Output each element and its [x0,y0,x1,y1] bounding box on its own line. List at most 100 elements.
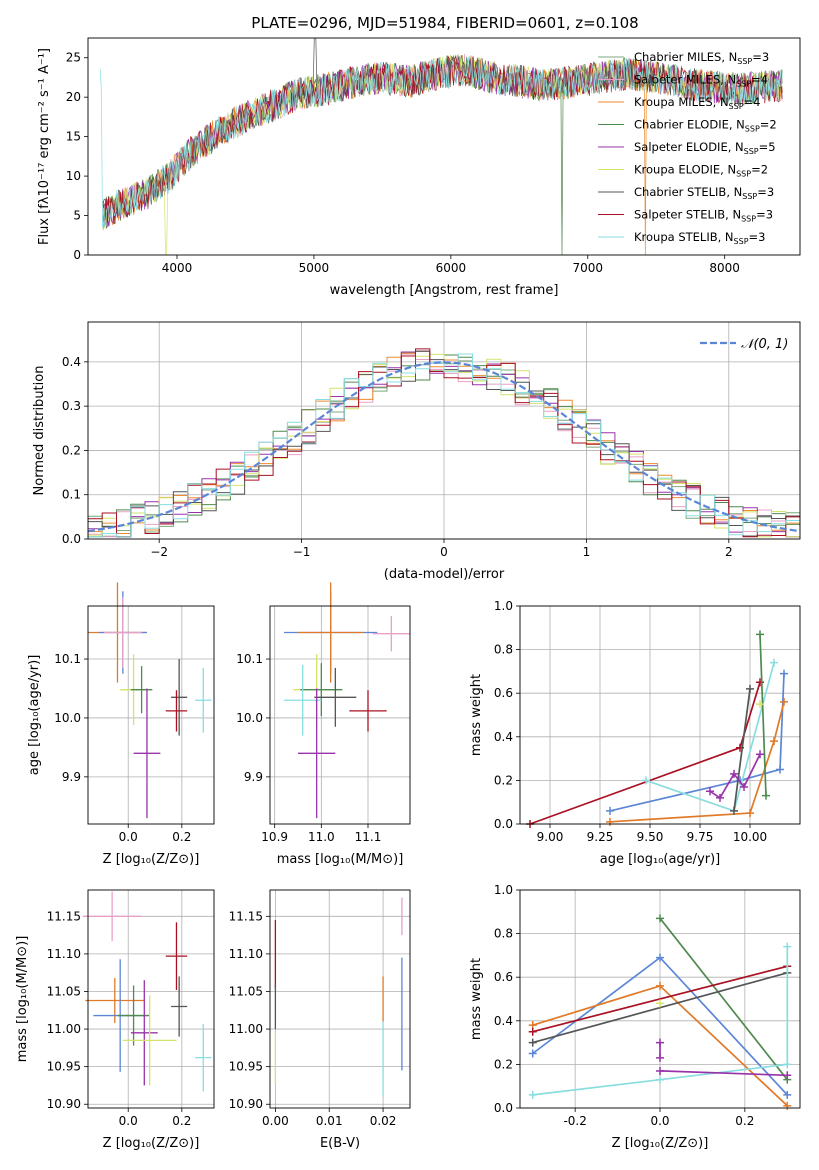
y-tick-label: 0.8 [494,927,513,941]
data-point [104,597,142,668]
panel-mass_vs_EBV: 0.00 0.01 0.02 10.90 10.95 11.00 11.05 11.10 11.… [229,889,411,1151]
y-tick-label: 10.1 [236,652,263,666]
plus-marker [776,765,784,774]
data-point [130,980,158,1086]
plus-marker [656,1053,664,1062]
plus-marker [528,1027,537,1036]
plus-marker [656,999,664,1008]
data-point [165,690,188,732]
plus-marker [656,914,664,923]
data-point [349,690,387,732]
legend-entry: Chabrier STELIB, NSSP=3 [634,185,774,201]
plus-marker [656,1038,664,1047]
x-axis-label: E(B-V) [320,1136,360,1151]
x-axis-label: age [log₁₀(age/yr)] [600,852,721,867]
series-line [659,917,788,1081]
x-tick-label: 5000 [299,261,330,275]
y-tick-label: 11.15 [47,909,81,923]
x-tick-label: 10.9 [261,830,288,844]
x-tick-label: 0.0 [119,830,138,844]
plus-marker [656,1075,664,1084]
axes-frame [87,889,215,1109]
plus-marker [656,953,664,962]
y-axis-label: Normed distribution [32,366,47,496]
panel-spectrum: 4000 5000 6000 7000 8000 0 5 10 15 20 25 wavelength… [37,37,801,298]
y-tick-label: 5 [73,209,81,223]
histogram-step [88,353,800,538]
legend-entry: Salpeter ELODIE, NSSP=5 [634,140,776,156]
x-tick-label: 0 [440,545,448,559]
y-tick-label: 11.10 [47,947,81,961]
y-tick-label: 11.00 [229,1022,263,1036]
series-line [733,688,751,812]
y-tick-label: 9.9 [244,770,263,784]
y-tick-label: 25 [66,51,81,65]
panel-mass_vs_Z: 0.0 0.2 10.90 10.95 11.00 11.05 11.10 11.15 Z [l… [15,889,215,1151]
y-tick-label: 0.4 [62,355,81,369]
y-tick-label: 15 [66,130,81,144]
x-axis-label: Z [log₁₀(Z/Z⊙)] [612,1136,709,1151]
y-tick-label: 11.15 [229,909,263,923]
plus-marker [770,737,778,746]
y-tick-label: 0.0 [494,1101,513,1115]
plus-marker [706,787,714,796]
data-point [195,1023,212,1092]
data-point [372,616,410,652]
y-tick-label: 0.4 [494,1014,513,1028]
x-tick-label: 4000 [162,261,193,275]
panel-massweight_vs_Z: -0.2 0.0 0.2 0.0 0.2 0.4 0.6 0.8 1.0 Z [log₁₀(Z/Z… [469,883,801,1151]
plus-marker [783,1060,792,1069]
plus-marker [528,1090,537,1099]
data-point [314,667,357,727]
y-tick-label: 11.05 [47,984,81,998]
y-tick-label: 10.95 [47,1060,81,1074]
x-tick-label: 9.50 [637,830,664,844]
y-tick-label: 10.1 [54,652,81,666]
y-tick-label: 0 [73,248,81,262]
x-tick-label: 7000 [572,261,603,275]
series-line [659,1070,788,1077]
y-tick-label: 1.0 [494,883,513,897]
x-axis-label: mass [log₁₀(M/M⊙)] [277,852,404,867]
panel-massweight_vs_age: 9.00 9.25 9.50 9.75 10.00 0.0 0.2 0.4 0.6 0.8 1.0 a… [469,599,801,867]
y-tick-label: 0.2 [62,443,81,457]
x-tick-label: 0.01 [316,1114,343,1128]
y-tick-label: 10 [66,169,81,183]
data-point [85,977,145,1024]
x-axis-label: (data-model)/error [384,567,505,582]
panel-residuals: −2 −1 0 1 2 0.0 0.1 0.2 0.3 0.4 (data-model)/error… [32,321,801,582]
plus-marker [716,793,724,802]
x-tick-label: 11.0 [308,830,335,844]
y-tick-label: 0.8 [494,643,513,657]
figure-title: PLATE=0296, MJD=51984, FIBERID=0601, z=0… [251,14,638,32]
plus-marker [756,678,764,687]
y-tick-label: 0.6 [494,970,513,984]
plus-marker [606,806,614,815]
plus-marker [770,658,778,667]
x-tick-label: 0.2 [172,1114,191,1128]
x-tick-label: 9.00 [537,830,564,844]
normal-curve [88,361,800,533]
y-tick-label: 10.90 [229,1097,263,1111]
panel-age_vs_mass: 10.9 11.0 11.1 9.9 10.0 10.1 mass [log₁₀(M/M⊙)… [236,582,411,867]
plus-marker [656,981,664,990]
plus-marker [730,769,738,778]
x-tick-label: 0.0 [650,1114,669,1128]
y-tick-label: 0.0 [62,532,81,546]
y-tick-label: 0.4 [494,730,513,744]
x-tick-label: −1 [293,545,311,559]
axes-frame [269,605,411,825]
plus-marker [783,1101,792,1110]
legend-entry: Kroupa ELODIE, NSSP=2 [634,163,768,179]
plus-marker [528,1049,537,1058]
y-tick-label: 11.05 [229,984,263,998]
spectrum-lines [99,38,783,255]
plus-marker [783,1090,792,1099]
y-tick-label: 9.9 [62,770,81,784]
y-tick-label: 10.90 [47,1097,81,1111]
data-point [298,582,364,683]
data-point [133,688,161,819]
spectrum-series-line [102,54,783,255]
x-tick-label: 9.75 [687,830,714,844]
legend-entry: Kroupa MILES, NSSP=4 [634,95,760,111]
